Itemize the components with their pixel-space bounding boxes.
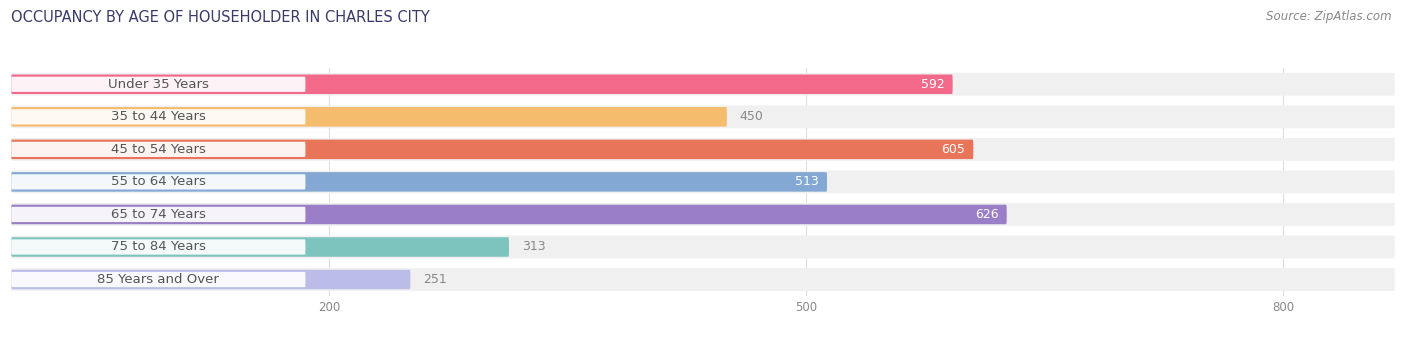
Text: 605: 605 <box>942 143 966 156</box>
Text: 75 to 84 Years: 75 to 84 Years <box>111 240 205 254</box>
Text: 313: 313 <box>522 240 546 254</box>
FancyBboxPatch shape <box>11 174 305 189</box>
Text: 65 to 74 Years: 65 to 74 Years <box>111 208 205 221</box>
Text: 592: 592 <box>921 78 945 91</box>
FancyBboxPatch shape <box>11 270 411 289</box>
FancyBboxPatch shape <box>11 140 973 159</box>
FancyBboxPatch shape <box>11 237 509 257</box>
Text: OCCUPANCY BY AGE OF HOUSEHOLDER IN CHARLES CITY: OCCUPANCY BY AGE OF HOUSEHOLDER IN CHARL… <box>11 10 430 25</box>
Text: 45 to 54 Years: 45 to 54 Years <box>111 143 205 156</box>
FancyBboxPatch shape <box>11 74 953 94</box>
Text: 251: 251 <box>423 273 447 286</box>
FancyBboxPatch shape <box>11 142 305 157</box>
Text: 55 to 64 Years: 55 to 64 Years <box>111 175 205 188</box>
FancyBboxPatch shape <box>11 107 727 126</box>
Text: 35 to 44 Years: 35 to 44 Years <box>111 110 205 123</box>
Text: 450: 450 <box>740 110 763 123</box>
FancyBboxPatch shape <box>11 109 305 124</box>
FancyBboxPatch shape <box>11 73 1395 96</box>
FancyBboxPatch shape <box>11 268 1395 291</box>
FancyBboxPatch shape <box>11 105 1395 128</box>
FancyBboxPatch shape <box>11 203 1395 226</box>
Text: 513: 513 <box>796 175 820 188</box>
FancyBboxPatch shape <box>11 207 305 222</box>
FancyBboxPatch shape <box>11 138 1395 161</box>
Text: 85 Years and Over: 85 Years and Over <box>97 273 219 286</box>
FancyBboxPatch shape <box>11 239 305 255</box>
Text: 626: 626 <box>976 208 998 221</box>
FancyBboxPatch shape <box>11 76 305 92</box>
FancyBboxPatch shape <box>11 172 827 192</box>
Text: Source: ZipAtlas.com: Source: ZipAtlas.com <box>1267 10 1392 23</box>
FancyBboxPatch shape <box>11 171 1395 193</box>
Text: Under 35 Years: Under 35 Years <box>108 78 208 91</box>
FancyBboxPatch shape <box>11 205 1007 224</box>
FancyBboxPatch shape <box>11 236 1395 258</box>
FancyBboxPatch shape <box>11 272 305 287</box>
